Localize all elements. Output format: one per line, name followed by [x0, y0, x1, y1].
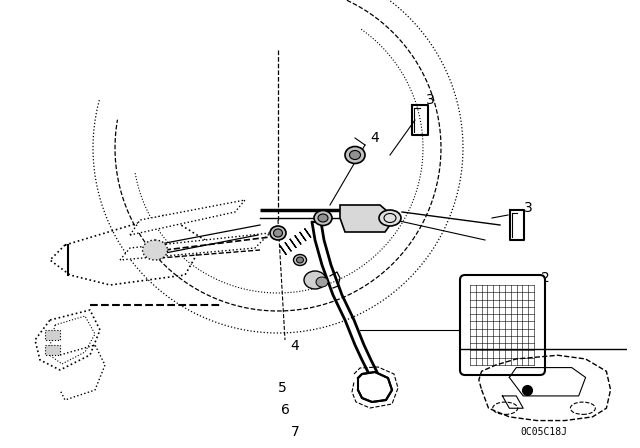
Polygon shape — [340, 205, 395, 232]
Ellipse shape — [318, 214, 328, 222]
Text: 4: 4 — [291, 339, 300, 353]
Ellipse shape — [304, 271, 326, 289]
Ellipse shape — [314, 211, 332, 225]
Text: 5: 5 — [278, 381, 286, 395]
Polygon shape — [35, 310, 100, 370]
Text: 0C05C18J: 0C05C18J — [520, 427, 568, 437]
Text: 1: 1 — [488, 323, 497, 337]
Ellipse shape — [270, 226, 286, 240]
Ellipse shape — [273, 229, 282, 237]
Text: 2: 2 — [541, 271, 549, 285]
Ellipse shape — [296, 257, 303, 263]
Ellipse shape — [143, 240, 168, 260]
Bar — [45, 345, 60, 355]
Text: 7: 7 — [291, 425, 300, 439]
Bar — [45, 330, 60, 340]
Polygon shape — [358, 372, 392, 402]
Text: 4: 4 — [371, 131, 380, 145]
Text: 6: 6 — [280, 403, 289, 417]
FancyBboxPatch shape — [460, 275, 545, 375]
Ellipse shape — [294, 254, 307, 266]
Text: 3: 3 — [524, 201, 532, 215]
Polygon shape — [130, 200, 245, 235]
Ellipse shape — [345, 146, 365, 164]
Polygon shape — [60, 345, 105, 400]
Ellipse shape — [349, 151, 360, 159]
Ellipse shape — [316, 277, 328, 287]
Polygon shape — [120, 233, 270, 260]
Text: 3: 3 — [426, 93, 435, 107]
Ellipse shape — [379, 210, 401, 226]
